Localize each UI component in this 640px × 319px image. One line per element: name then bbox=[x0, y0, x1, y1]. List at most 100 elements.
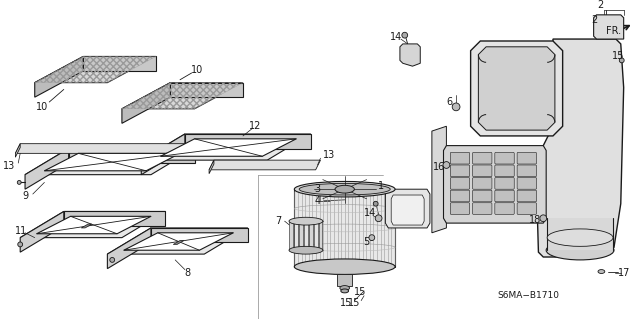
Polygon shape bbox=[20, 211, 166, 238]
Polygon shape bbox=[35, 56, 156, 83]
Polygon shape bbox=[15, 144, 204, 153]
Polygon shape bbox=[547, 218, 613, 250]
Polygon shape bbox=[141, 134, 185, 175]
Ellipse shape bbox=[294, 259, 395, 274]
FancyBboxPatch shape bbox=[495, 203, 514, 214]
Text: 6: 6 bbox=[446, 97, 452, 107]
Text: 7: 7 bbox=[275, 216, 282, 226]
FancyBboxPatch shape bbox=[472, 203, 492, 214]
Ellipse shape bbox=[294, 182, 395, 197]
Ellipse shape bbox=[340, 286, 349, 290]
Polygon shape bbox=[444, 145, 546, 223]
Ellipse shape bbox=[598, 270, 605, 273]
Text: S6MA−B1710: S6MA−B1710 bbox=[498, 291, 560, 300]
Text: 16: 16 bbox=[433, 162, 445, 172]
Polygon shape bbox=[185, 134, 311, 149]
FancyBboxPatch shape bbox=[451, 178, 470, 189]
FancyBboxPatch shape bbox=[495, 178, 514, 189]
Polygon shape bbox=[536, 39, 623, 257]
Polygon shape bbox=[294, 189, 395, 267]
Ellipse shape bbox=[17, 181, 21, 184]
Polygon shape bbox=[594, 15, 623, 39]
Ellipse shape bbox=[299, 183, 390, 195]
Text: 1: 1 bbox=[378, 181, 385, 191]
FancyBboxPatch shape bbox=[472, 190, 492, 202]
Ellipse shape bbox=[289, 217, 323, 225]
Text: 9: 9 bbox=[22, 191, 28, 201]
Ellipse shape bbox=[341, 289, 349, 293]
Text: 2: 2 bbox=[597, 0, 604, 10]
FancyBboxPatch shape bbox=[451, 152, 470, 164]
FancyBboxPatch shape bbox=[517, 190, 536, 202]
Text: 4: 4 bbox=[314, 196, 321, 206]
Polygon shape bbox=[478, 47, 555, 130]
Text: 3: 3 bbox=[314, 184, 321, 194]
Polygon shape bbox=[15, 144, 20, 157]
Polygon shape bbox=[108, 228, 248, 254]
Ellipse shape bbox=[540, 215, 547, 222]
Polygon shape bbox=[83, 56, 156, 71]
FancyBboxPatch shape bbox=[451, 203, 470, 214]
Ellipse shape bbox=[335, 185, 355, 193]
Ellipse shape bbox=[546, 241, 614, 260]
Ellipse shape bbox=[369, 235, 375, 241]
Polygon shape bbox=[64, 211, 166, 226]
Polygon shape bbox=[124, 233, 234, 250]
Polygon shape bbox=[122, 83, 243, 109]
Ellipse shape bbox=[620, 58, 624, 63]
FancyBboxPatch shape bbox=[517, 152, 536, 164]
Ellipse shape bbox=[547, 229, 613, 246]
Polygon shape bbox=[25, 149, 195, 175]
Polygon shape bbox=[289, 221, 293, 250]
Polygon shape bbox=[141, 134, 311, 160]
Text: 11: 11 bbox=[15, 226, 28, 236]
Polygon shape bbox=[391, 195, 424, 225]
Text: 10: 10 bbox=[36, 102, 49, 112]
Polygon shape bbox=[36, 216, 151, 234]
Text: 18: 18 bbox=[529, 215, 541, 225]
FancyBboxPatch shape bbox=[472, 165, 492, 177]
Polygon shape bbox=[209, 160, 321, 170]
Text: 14: 14 bbox=[364, 208, 376, 219]
Polygon shape bbox=[304, 221, 308, 250]
Polygon shape bbox=[470, 41, 563, 136]
FancyBboxPatch shape bbox=[517, 165, 536, 177]
FancyBboxPatch shape bbox=[472, 152, 492, 164]
Text: 15: 15 bbox=[355, 287, 367, 297]
FancyBboxPatch shape bbox=[517, 178, 536, 189]
Ellipse shape bbox=[452, 103, 460, 111]
Polygon shape bbox=[294, 221, 298, 250]
Polygon shape bbox=[209, 160, 214, 174]
Text: 13: 13 bbox=[323, 150, 335, 160]
Text: 17: 17 bbox=[618, 269, 630, 278]
Polygon shape bbox=[299, 221, 303, 250]
Polygon shape bbox=[161, 139, 296, 156]
Polygon shape bbox=[337, 274, 353, 286]
Polygon shape bbox=[25, 149, 68, 189]
Ellipse shape bbox=[373, 201, 378, 206]
Polygon shape bbox=[81, 224, 92, 228]
Text: 5: 5 bbox=[363, 237, 369, 248]
Text: 10: 10 bbox=[191, 65, 204, 75]
FancyBboxPatch shape bbox=[472, 178, 492, 189]
Polygon shape bbox=[122, 83, 170, 123]
Text: 15: 15 bbox=[340, 298, 353, 308]
Ellipse shape bbox=[289, 246, 323, 254]
Text: 15: 15 bbox=[348, 298, 360, 308]
Text: 8: 8 bbox=[185, 269, 191, 278]
Polygon shape bbox=[151, 228, 248, 242]
Text: 2: 2 bbox=[591, 15, 598, 25]
Polygon shape bbox=[400, 44, 420, 66]
FancyBboxPatch shape bbox=[495, 165, 514, 177]
Polygon shape bbox=[35, 56, 83, 97]
Text: 15: 15 bbox=[612, 51, 624, 62]
Polygon shape bbox=[44, 153, 180, 171]
Ellipse shape bbox=[110, 257, 115, 262]
Ellipse shape bbox=[375, 215, 382, 222]
FancyBboxPatch shape bbox=[495, 152, 514, 164]
Polygon shape bbox=[108, 228, 151, 269]
Polygon shape bbox=[68, 149, 195, 163]
FancyBboxPatch shape bbox=[495, 190, 514, 202]
Text: 13: 13 bbox=[3, 161, 15, 171]
Text: 12: 12 bbox=[250, 121, 262, 131]
